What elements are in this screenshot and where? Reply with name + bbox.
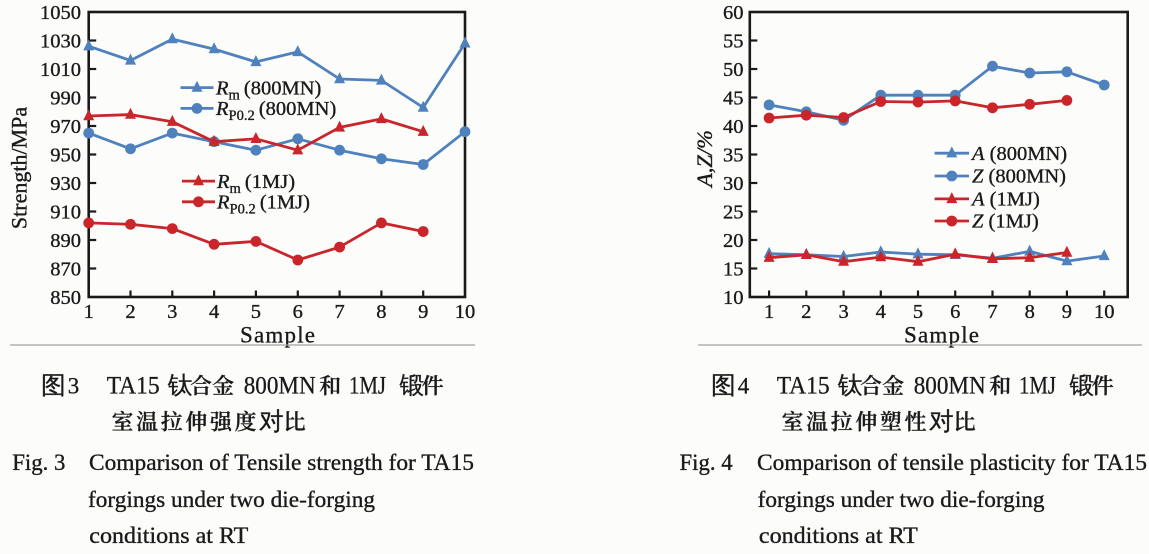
svg-text:8: 8 <box>1025 301 1035 323</box>
svg-text:5: 5 <box>913 301 923 323</box>
svg-text:40: 40 <box>723 116 744 138</box>
svg-text:9: 9 <box>418 301 428 323</box>
svg-text:1050: 1050 <box>40 2 81 24</box>
svg-text:890: 890 <box>50 230 81 252</box>
svg-text:7: 7 <box>334 301 344 323</box>
svg-text:870: 870 <box>50 258 81 280</box>
svg-text:TA15: TA15 <box>107 371 160 400</box>
svg-text:Rm (1MJ): Rm (1MJ) <box>216 171 295 197</box>
svg-text:forgings under two die-forging: forgings under two die-forging <box>88 487 375 512</box>
svg-text:1010: 1010 <box>40 59 81 81</box>
svg-text:1MJ: 1MJ <box>349 371 386 400</box>
svg-text:15: 15 <box>723 258 744 280</box>
svg-text:8: 8 <box>376 301 386 323</box>
svg-text:850: 850 <box>50 287 81 309</box>
svg-text:1: 1 <box>764 301 774 323</box>
svg-text:910: 910 <box>50 201 81 223</box>
svg-text:conditions at RT: conditions at RT <box>759 523 918 548</box>
svg-text:2: 2 <box>125 301 135 323</box>
svg-text:9: 9 <box>1062 301 1072 323</box>
svg-text:3: 3 <box>838 301 848 323</box>
svg-text:25: 25 <box>723 201 744 223</box>
svg-text:Strength/MPa: Strength/MPa <box>7 107 32 229</box>
svg-text:Comparison of Tensile strength: Comparison of Tensile strength for TA15 <box>89 450 474 475</box>
svg-text:50: 50 <box>723 59 744 81</box>
svg-text:Z (1MJ): Z (1MJ) <box>972 211 1039 233</box>
svg-text:1MJ: 1MJ <box>1019 371 1056 400</box>
svg-text:Fig. 3: Fig. 3 <box>12 450 65 475</box>
svg-text:Rm (800MN): Rm (800MN) <box>215 77 321 103</box>
svg-text:800MN: 800MN <box>914 371 986 400</box>
svg-text:RP0.2 (1MJ): RP0.2 (1MJ) <box>216 192 310 218</box>
svg-text:30: 30 <box>723 173 744 195</box>
svg-text:2: 2 <box>801 301 811 323</box>
svg-text:3: 3 <box>167 301 177 323</box>
svg-text:6: 6 <box>950 301 960 323</box>
svg-text:3: 3 <box>68 374 80 399</box>
svg-text:10: 10 <box>1094 301 1115 323</box>
svg-text:4: 4 <box>209 301 219 323</box>
svg-text:A (800MN): A (800MN) <box>970 143 1067 165</box>
svg-text:A,Z/%: A,Z/% <box>692 130 717 189</box>
svg-text:Z (800MN): Z (800MN) <box>972 166 1066 188</box>
svg-text:800MN: 800MN <box>244 371 316 400</box>
svg-text:conditions at RT: conditions at RT <box>89 523 248 548</box>
svg-text:Sample: Sample <box>240 323 315 348</box>
svg-text:950: 950 <box>50 144 81 166</box>
svg-text:4: 4 <box>876 301 886 323</box>
svg-text:20: 20 <box>723 230 744 252</box>
svg-text:forgings under two die-forging: forgings under two die-forging <box>758 487 1045 512</box>
svg-text:TA15: TA15 <box>777 371 830 400</box>
svg-text:6: 6 <box>293 301 303 323</box>
svg-text:4: 4 <box>738 374 750 399</box>
svg-text:A (1MJ): A (1MJ) <box>970 189 1040 211</box>
svg-text:1030: 1030 <box>40 30 81 52</box>
svg-text:10: 10 <box>723 287 744 309</box>
svg-text:1: 1 <box>84 301 94 323</box>
svg-text:Fig. 4: Fig. 4 <box>680 450 734 475</box>
svg-text:45: 45 <box>723 87 744 109</box>
svg-text:55: 55 <box>723 30 744 52</box>
svg-text:60: 60 <box>723 2 744 24</box>
svg-text:10: 10 <box>455 301 476 323</box>
svg-text:35: 35 <box>723 144 744 166</box>
svg-text:990: 990 <box>50 87 81 109</box>
svg-text:Comparison of tensile plastici: Comparison of tensile plasticity for TA1… <box>757 450 1147 475</box>
svg-text:7: 7 <box>987 301 997 323</box>
svg-text:5: 5 <box>251 301 261 323</box>
svg-text:RP0.2 (800MN): RP0.2 (800MN) <box>215 98 336 124</box>
svg-text:970: 970 <box>50 116 81 138</box>
svg-text:930: 930 <box>50 173 81 195</box>
svg-text:Sample: Sample <box>904 323 979 348</box>
